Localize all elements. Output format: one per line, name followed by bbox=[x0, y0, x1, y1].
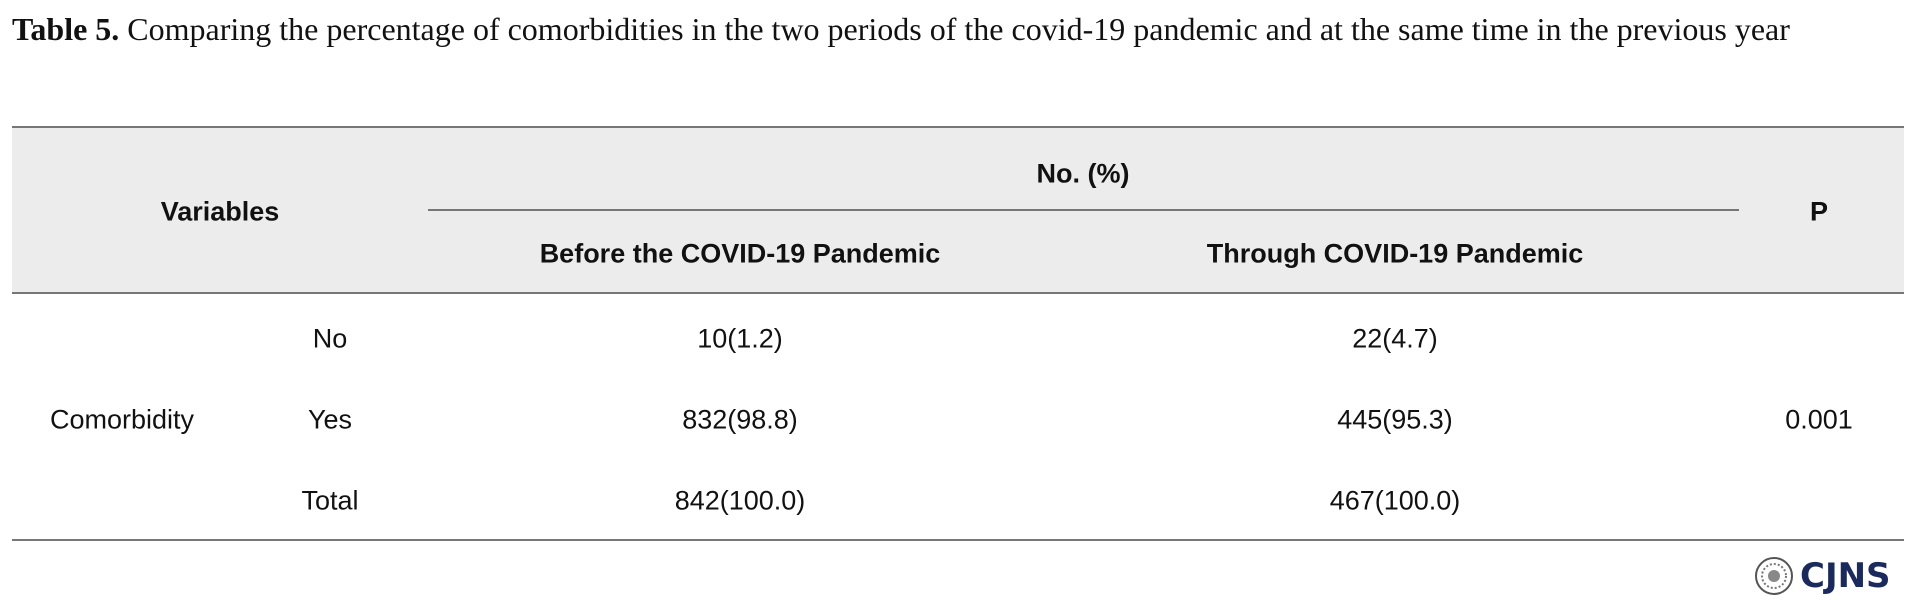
header-group: No. (%) bbox=[1036, 158, 1130, 189]
row-variable: Comorbidity bbox=[49, 404, 195, 435]
header-p: P bbox=[1809, 196, 1829, 227]
group-rule bbox=[428, 209, 1739, 211]
caption-label: Table 5. bbox=[12, 11, 120, 47]
cell-before: 10(1.2) bbox=[697, 323, 783, 354]
cell-through: 22(4.7) bbox=[1352, 323, 1438, 354]
logo: CJNS bbox=[1754, 556, 1891, 596]
row-p: 0.001 bbox=[1785, 404, 1853, 435]
cell-through: 445(95.3) bbox=[1337, 404, 1453, 435]
header-column: Through COVID-19 Pandemic bbox=[1206, 238, 1584, 269]
logo-emblem bbox=[1755, 557, 1793, 595]
cell-before: 842(100.0) bbox=[674, 485, 806, 516]
bottom-rule bbox=[12, 539, 1904, 541]
table-caption: Table 5. Comparing the percentage of com… bbox=[12, 6, 1907, 52]
row-level: No bbox=[312, 323, 348, 354]
cell-before: 832(98.8) bbox=[682, 404, 798, 435]
top-rule bbox=[12, 126, 1904, 128]
header-variables: Variables bbox=[160, 196, 280, 227]
cell-through: 467(100.0) bbox=[1329, 485, 1461, 516]
row-level: Total bbox=[301, 485, 359, 516]
caption-text: Comparing the percentage of comorbiditie… bbox=[127, 11, 1790, 47]
header-rule bbox=[12, 292, 1904, 294]
logo-text: CJNS bbox=[1800, 556, 1891, 596]
row-level: Yes bbox=[307, 404, 353, 435]
header-column: Before the COVID-19 Pandemic bbox=[539, 238, 941, 269]
